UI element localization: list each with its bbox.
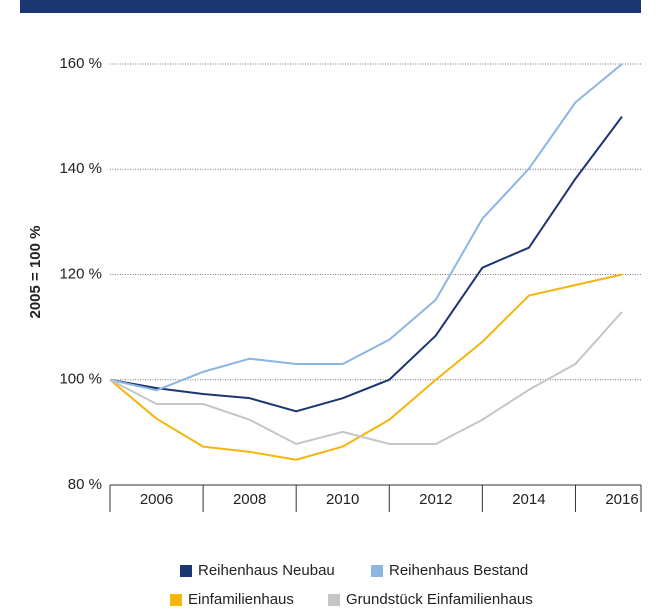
series-line [109,273,623,461]
x-tick-label: 2006 [140,491,173,508]
x-tick-label: 2014 [512,491,545,508]
legend-swatch [180,565,192,577]
x-tick-label: 2008 [233,491,266,508]
series-line [109,63,623,392]
series-line [109,311,623,445]
header-bar [20,0,641,13]
y-tick-label: 80 % [68,476,102,493]
legend-label: Reihenhaus Bestand [389,562,528,579]
legend-label: Reihenhaus Neubau [198,562,335,579]
legend-label: Einfamilienhaus [188,591,294,608]
x-tick-label: 2012 [419,491,452,508]
legend-swatch [328,594,340,606]
legend-swatch [371,565,383,577]
y-tick-label: 140 % [59,160,102,177]
x-tick-label: 2016 [605,491,638,508]
x-tick-label: 2010 [326,491,359,508]
y-tick-label: 120 % [59,265,102,282]
y-tick-label: 100 % [59,371,102,388]
series-line [109,116,623,413]
y-axis-label: 2005 = 100 % [27,226,44,319]
legend-label: Grundstück Einfamilienhaus [346,591,533,608]
y-tick-label: 160 % [59,55,102,72]
legend-swatch [170,594,182,606]
